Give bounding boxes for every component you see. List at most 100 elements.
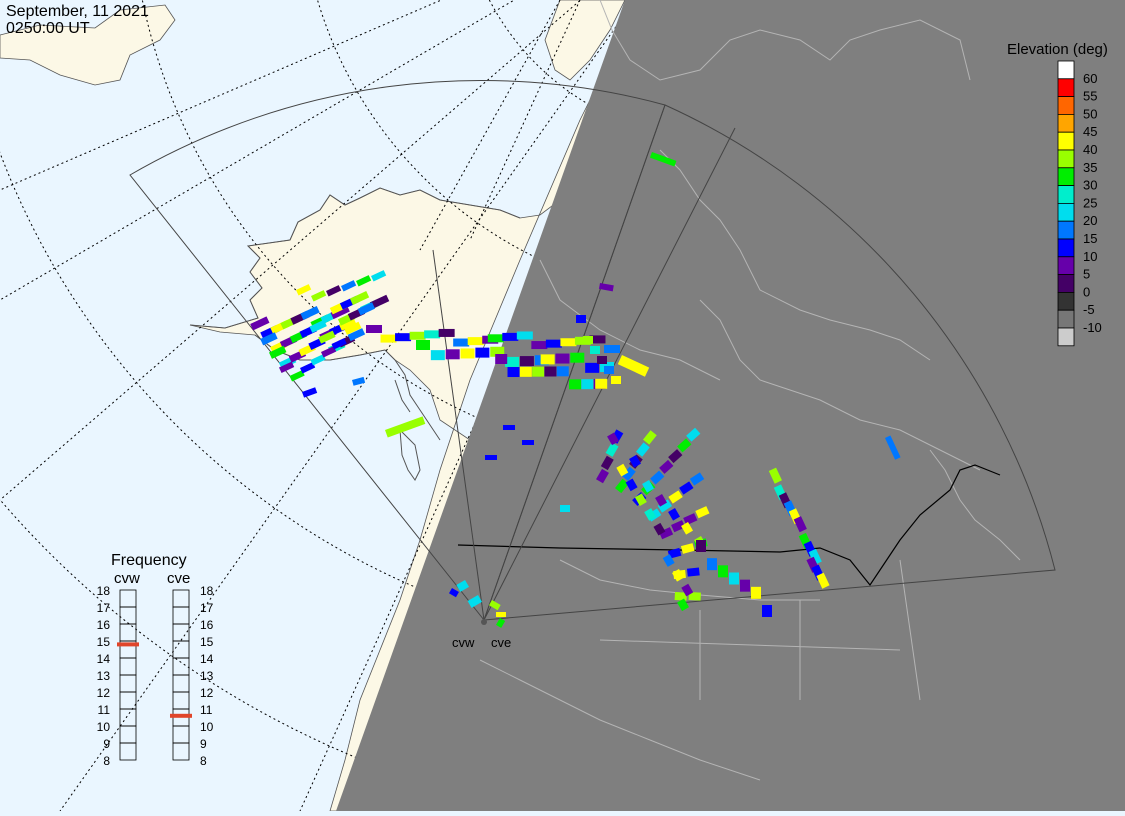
coast-line [539, 259, 721, 381]
legend-tick-label: 55 [1083, 89, 1097, 104]
scatter-cell [310, 354, 326, 366]
night-terminator-shading [336, 0, 1125, 811]
scatter-cell [485, 455, 497, 460]
scatter-cell [560, 505, 570, 512]
scatter-cell [621, 466, 636, 481]
scatter-cell [519, 366, 532, 377]
scatter-cell [643, 430, 657, 445]
frequency-scale-cell [119, 742, 137, 761]
frequency-tick-label: 15 [200, 635, 214, 649]
scatter-cell [762, 605, 772, 617]
scatter-cell [662, 554, 675, 567]
scatter-cell [560, 338, 577, 347]
scatter-cell [597, 356, 607, 364]
radar-stations: cvw cve [452, 619, 511, 650]
scatter-cell [502, 332, 519, 341]
frequency-tick-label: 8 [200, 754, 207, 768]
legend-swatch [1057, 238, 1075, 258]
scatter-cell [634, 493, 647, 506]
scatter-cell [625, 478, 638, 492]
legend-tick-label: 60 [1083, 71, 1097, 86]
scatter-cell [380, 334, 397, 343]
scatter-cell [718, 565, 728, 578]
scatter-cell [516, 331, 533, 340]
fov-outline-cve [483, 104, 1056, 621]
scatter-cell [686, 427, 701, 442]
scatter-cell [581, 379, 594, 390]
coast-line [189, 187, 521, 329]
frequency-tick-label: 17 [97, 601, 111, 615]
legend-tick-label: 25 [1083, 195, 1097, 210]
legend-swatch [1057, 60, 1075, 80]
legend-tick-label: 15 [1083, 231, 1097, 246]
scatter-cell [585, 362, 600, 373]
scatter-cell [707, 558, 717, 571]
legend-swatch [1057, 78, 1075, 98]
legend-swatch [1057, 291, 1075, 311]
scatter-cell [495, 354, 508, 364]
coast-line [699, 299, 981, 471]
scatter-cell [808, 548, 822, 565]
frequency-tick-label: 8 [103, 754, 110, 768]
scatter-cell [729, 572, 739, 585]
coast-line [479, 659, 761, 781]
scatter-cell [650, 470, 665, 485]
scatter-cell [250, 316, 270, 331]
station-label-cvw: cvw [452, 635, 475, 650]
scatter-cell [672, 568, 684, 582]
scatter-cell [438, 328, 455, 337]
station-label-cve: cve [491, 635, 511, 650]
scatter-cell [300, 362, 316, 374]
scatter-cell [574, 336, 591, 345]
scatter-cell [416, 340, 430, 350]
scatter-cell [596, 468, 609, 484]
frequency-tick-label: 14 [200, 652, 214, 666]
legend-tick-label: 45 [1083, 124, 1097, 139]
scatter-cell [636, 442, 650, 457]
scatter-cell [793, 516, 807, 533]
scatter-cell [605, 442, 619, 457]
scatter-cell [604, 366, 614, 374]
scatter-cell [384, 416, 426, 438]
coast-line [929, 449, 1021, 561]
scatter-cell [344, 321, 362, 335]
scatter-cell [467, 337, 484, 346]
scatter-cell [456, 580, 469, 592]
frequency-scales: 18 18 17 17 16 16 15 15 14 14 13 13 12 12 11 11 10 10 9 9 8 8 [97, 584, 214, 768]
scatter-cell [616, 463, 629, 477]
scatter-cell [260, 332, 278, 346]
time-label: 0250:00 UT [6, 20, 90, 37]
frequency-tick-label: 13 [200, 669, 214, 683]
frequency-tick-label: 12 [97, 686, 111, 700]
scatter-cell [409, 331, 426, 340]
scatter-cell [657, 499, 673, 513]
scatter-cell [331, 338, 347, 350]
legend-tick-label: -5 [1083, 302, 1095, 317]
legend-tick-label: 5 [1083, 267, 1090, 282]
fov-outline-cvw [129, 79, 666, 622]
scatter-cell [318, 330, 336, 344]
scatter-cell [555, 353, 570, 364]
scatter-cell [617, 355, 650, 377]
legend-tick-label: 35 [1083, 160, 1097, 175]
scatter-cell [556, 366, 569, 377]
scatter-cell [667, 547, 682, 559]
fov-beam-line [432, 249, 485, 621]
scatter-cell [449, 588, 459, 598]
scatter-cell [653, 522, 666, 536]
station-marker-cvw [481, 619, 487, 625]
scatter-cell [686, 567, 700, 577]
legend-tick-label: 0 [1083, 284, 1090, 299]
scatter-cell [430, 350, 445, 361]
scatter-cell [366, 325, 382, 333]
coast-line [599, 559, 921, 701]
scatter-cell [679, 481, 694, 495]
scatter-cell [371, 270, 387, 282]
scatter-cell [279, 361, 295, 373]
frequency-marker-cvw [117, 642, 139, 647]
scatter-cell [445, 349, 460, 360]
scatter-cell [352, 376, 366, 386]
date-label: September, 11 2021 [6, 3, 149, 20]
